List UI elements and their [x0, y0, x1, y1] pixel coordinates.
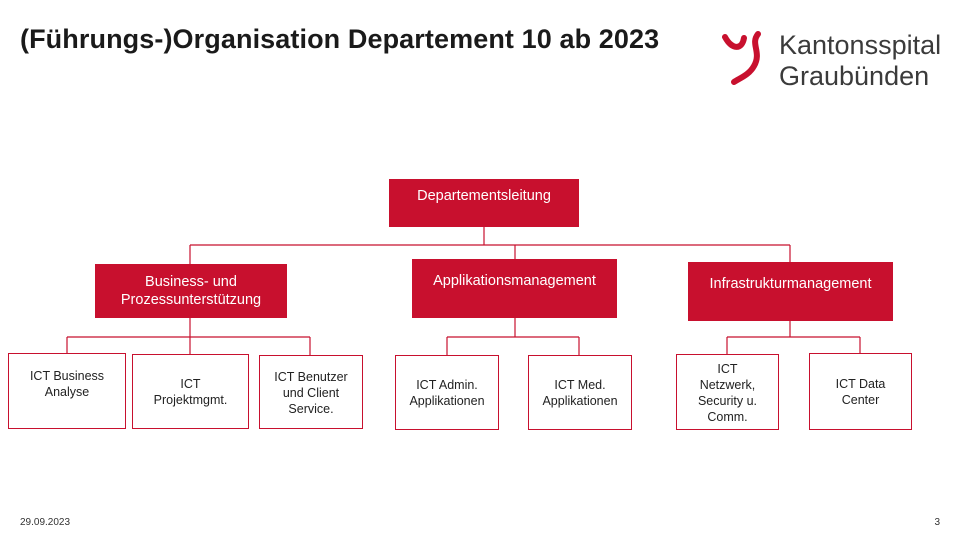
- org-box-unit: ICT Projektmgmt.: [132, 354, 249, 429]
- logo-line-2: Graubünden: [779, 61, 930, 91]
- org-box-unit: ICT Business Analyse: [8, 353, 126, 429]
- org-box-unit: ICT Admin. Applikationen: [395, 355, 499, 430]
- org-box-unit: ICT Netzwerk, Security u. Comm.: [676, 354, 779, 430]
- logo-line-1: Kantonsspital: [779, 30, 942, 60]
- hospital-logo: Kantonsspital Graubünden: [722, 30, 941, 91]
- org-box-department-1: Business- und Prozessunterstützung: [95, 264, 287, 318]
- footer-date: 29.09.2023: [20, 517, 71, 528]
- org-box-top: Departementsleitung: [389, 179, 579, 227]
- org-box-department-2: Applikationsmanagement: [412, 259, 617, 318]
- footer-page-number: 3: [934, 517, 940, 528]
- org-box-unit: ICT Data Center: [809, 353, 912, 430]
- org-box-department-3: Infrastrukturmanagement: [688, 262, 893, 321]
- logo-mark-icon: [722, 31, 761, 85]
- logo-text: Kantonsspital Graubünden: [779, 30, 941, 92]
- org-box-unit: ICT Benutzer und Client Service.: [259, 355, 363, 429]
- page-title: (Führungs-)Organisation Departement 10 a…: [20, 24, 660, 54]
- org-box-unit: ICT Med. Applikationen: [528, 355, 632, 430]
